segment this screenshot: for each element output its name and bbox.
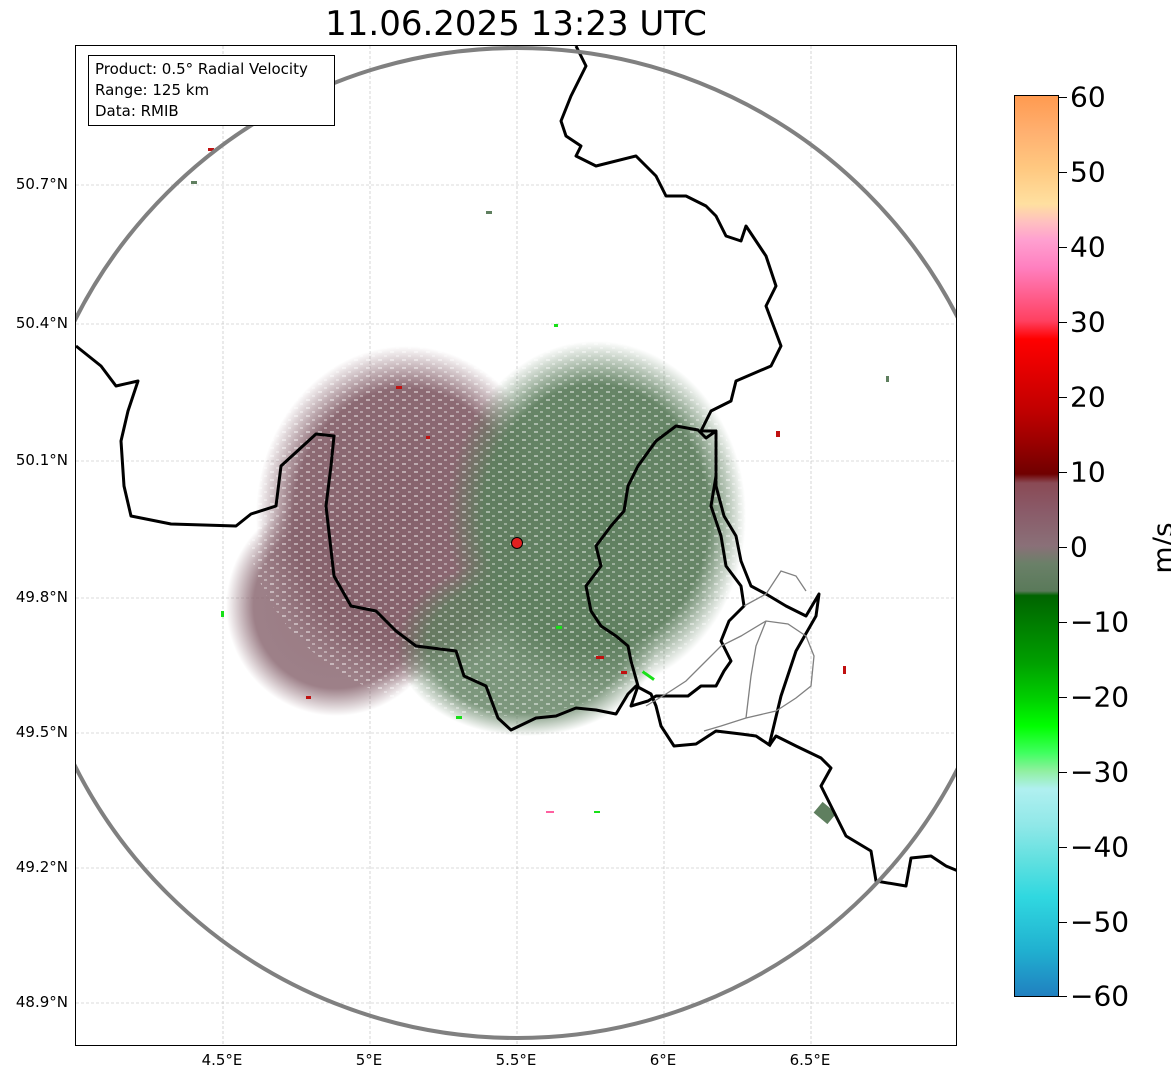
lon-tick-label: 6°E bbox=[649, 1051, 677, 1069]
lat-tick-label: 50.1°N bbox=[15, 451, 68, 469]
lat-tick-label: 49.8°N bbox=[15, 588, 68, 606]
lon-tick-label: 6.5°E bbox=[789, 1051, 831, 1069]
lon-tick-label: 4.5°E bbox=[201, 1051, 243, 1069]
product-info-box: Product: 0.5° Radial Velocity Range: 125… bbox=[88, 55, 335, 126]
colorbar-tick-label: 50 bbox=[1070, 155, 1106, 189]
lon-tick-label: 5°E bbox=[355, 1051, 383, 1069]
country-borders bbox=[76, 46, 956, 888]
colorbar-tick-label: 20 bbox=[1070, 380, 1106, 414]
colorbar-tick-label: 0 bbox=[1070, 530, 1088, 564]
region-borders bbox=[645, 570, 815, 732]
lat-tick-label: 50.4°N bbox=[15, 314, 68, 332]
colorbar-tick-label: 10 bbox=[1070, 455, 1106, 489]
radar-site-marker bbox=[511, 537, 523, 549]
velocity-colorbar bbox=[1014, 95, 1059, 997]
lat-tick-label: 50.7°N bbox=[15, 175, 68, 193]
colorbar-tick-label: −50 bbox=[1070, 905, 1130, 939]
colorbar-tick-label: −10 bbox=[1070, 605, 1130, 639]
colorbar-unit-label: m/s bbox=[1146, 522, 1171, 574]
lat-tick-label: 49.5°N bbox=[15, 723, 68, 741]
colorbar-tick-label: −20 bbox=[1070, 680, 1130, 714]
data-source-label: Data: RMIB bbox=[95, 102, 179, 120]
range-label: Range: 125 km bbox=[95, 81, 210, 99]
lat-tick-label: 48.9°N bbox=[15, 993, 68, 1011]
product-label: Product: 0.5° Radial Velocity bbox=[95, 60, 308, 78]
velocity-echoes bbox=[191, 148, 889, 825]
radar-map[interactable] bbox=[75, 45, 957, 1046]
colorbar-tick-label: −30 bbox=[1070, 755, 1130, 789]
colorbar-tick-label: 40 bbox=[1070, 230, 1106, 264]
range-ring bbox=[76, 46, 956, 1040]
lon-tick-label: 5.5°E bbox=[495, 1051, 537, 1069]
lat-tick-label: 49.2°N bbox=[15, 858, 68, 876]
radar-map-svg bbox=[76, 46, 956, 1045]
map-title: 11.06.2025 13:23 UTC bbox=[325, 4, 707, 44]
colorbar-tick-label: −40 bbox=[1070, 830, 1130, 864]
colorbar-tick-label: 60 bbox=[1070, 80, 1106, 114]
colorbar-tick-label: −60 bbox=[1070, 979, 1130, 1013]
colorbar-tick-label: 30 bbox=[1070, 305, 1106, 339]
